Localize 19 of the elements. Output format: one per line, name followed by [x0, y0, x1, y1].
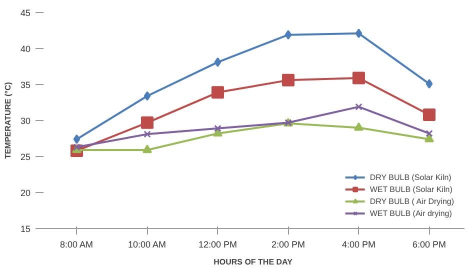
y-tick-label: 35 [20, 80, 31, 90]
y-tick-label: 30 [20, 116, 31, 126]
x-tick-label: 4:00 PM [342, 240, 376, 250]
legend-label: WET BULB (Solar Kiln) [370, 184, 452, 194]
x-tick-label: 12:00 PM [198, 240, 238, 250]
x-tick-label: 10:00 AM [128, 240, 166, 250]
x-tick-label: 8:00 AM [60, 240, 94, 250]
y-axis-title: TEMPERATURE (°C) [3, 82, 12, 159]
legend-label: DRY BULB (Solar Kiln) [370, 172, 452, 182]
y-tick-label: 20 [20, 188, 31, 198]
y-tick-label: 15 [20, 224, 31, 234]
y-tick-label: 25 [20, 152, 31, 162]
y-tick-label: 45 [20, 8, 31, 18]
x-axis-title: HOURS OF THE DAY [214, 258, 294, 266]
legend-label: DRY BULB ( Air Drying) [370, 196, 454, 206]
x-tick-label: 6:00 PM [412, 240, 446, 250]
y-tick-label: 40 [20, 44, 31, 54]
legend-label: WET BULB (Air drying) [370, 208, 452, 218]
x-tick-label: 2:00 PM [271, 240, 306, 250]
